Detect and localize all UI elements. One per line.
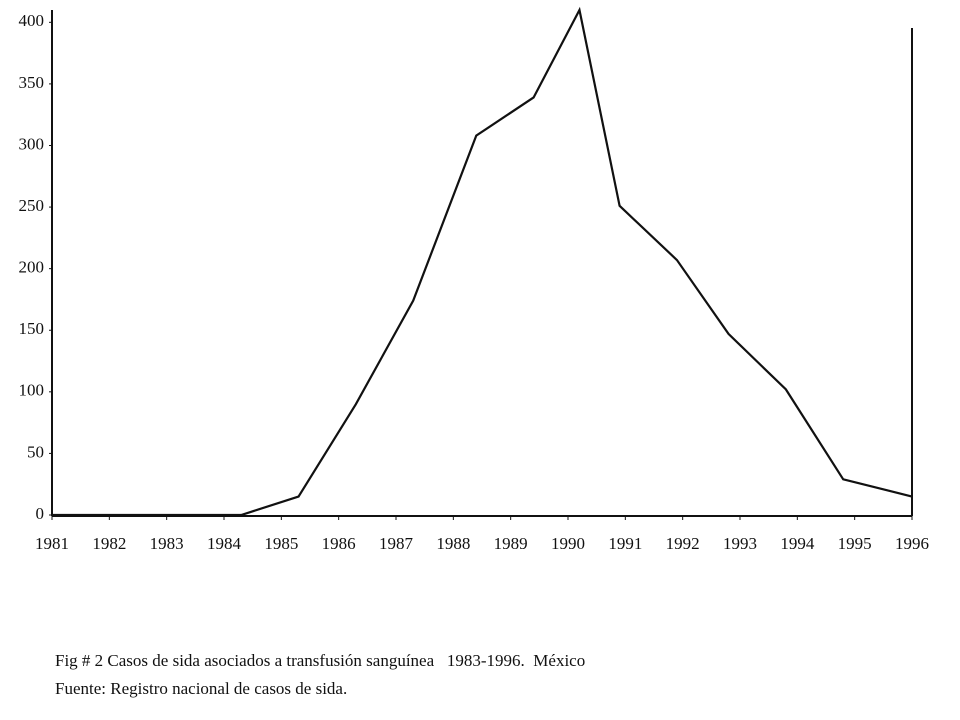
source: Fuente: Registro nacional de casos de si…	[55, 679, 347, 698]
x-tick-label: 1985	[264, 534, 298, 553]
x-tick-label: 1984	[207, 534, 242, 553]
x-tick-label: 1992	[666, 534, 700, 553]
x-tick-label: 1995	[838, 534, 872, 553]
x-tick-label: 1996	[895, 534, 929, 553]
x-tick-label: 1994	[780, 534, 815, 553]
data-line	[52, 6, 913, 517]
y-tick-label: 300	[19, 134, 45, 153]
x-tick-label: 1983	[150, 534, 184, 553]
x-tick-label: 1993	[723, 534, 757, 553]
x-tick-label: 1990	[551, 534, 585, 553]
caption: Fig # 2 Casos de sida asociados a transf…	[55, 651, 585, 670]
y-tick-label: 0	[36, 504, 45, 523]
x-tick-label: 1981	[35, 534, 69, 553]
y-tick-label: 200	[19, 258, 45, 277]
y-tick-label: 100	[19, 381, 45, 400]
x-tick-label: 1989	[494, 534, 528, 553]
y-tick-label: 400	[19, 11, 45, 30]
x-tick-label: 1991	[608, 534, 642, 553]
y-tick-label: 350	[19, 73, 45, 92]
x-tick-label: 1986	[322, 534, 356, 553]
y-tick-label: 250	[19, 196, 45, 215]
y-tick-label: 150	[19, 319, 45, 338]
x-tick-label: 1982	[92, 534, 126, 553]
y-tick-label: 50	[27, 442, 44, 461]
x-tick-label: 1987	[379, 534, 414, 553]
x-tick-label: 1988	[436, 534, 470, 553]
